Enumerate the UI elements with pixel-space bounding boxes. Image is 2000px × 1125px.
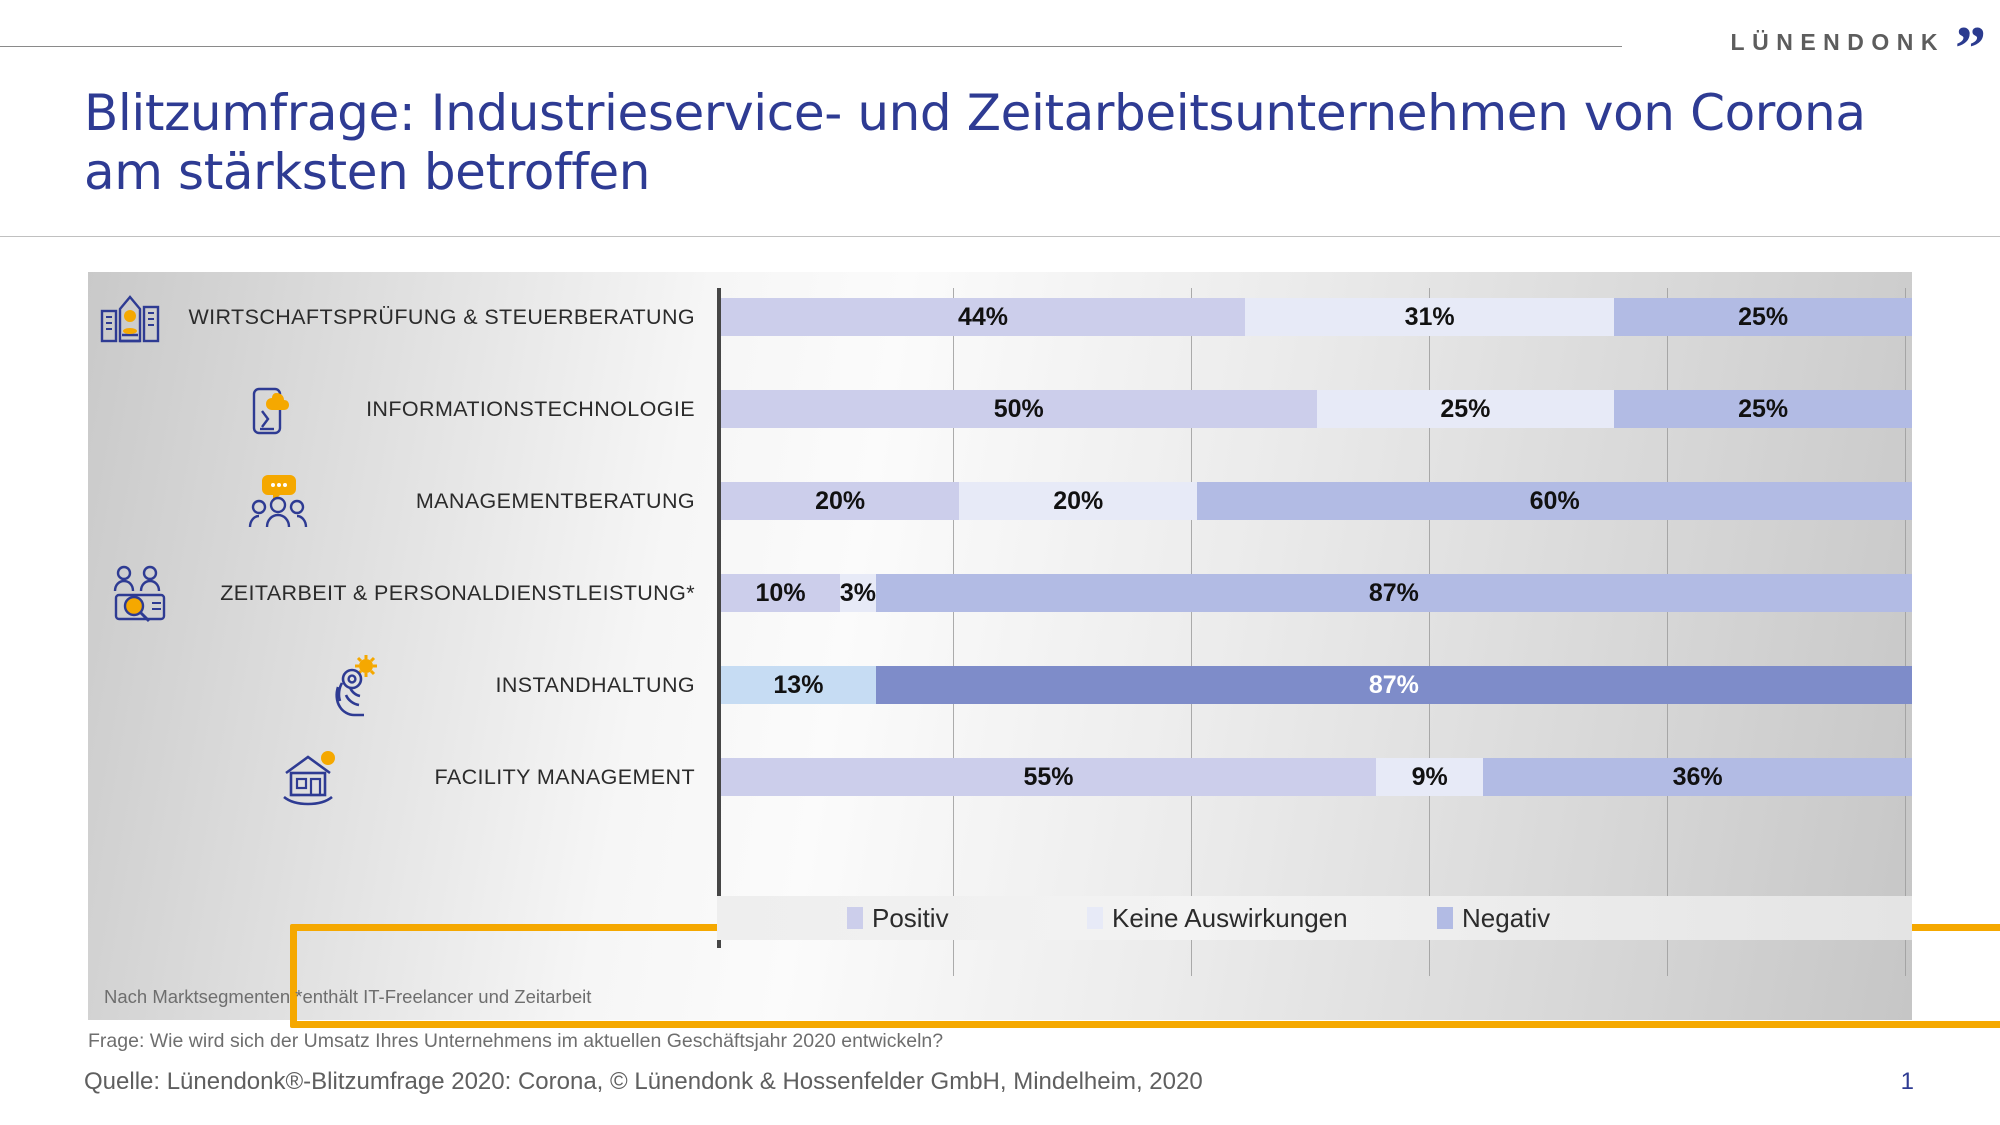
- bar-segment: 20%: [959, 482, 1198, 520]
- bar-track: 20% 20% 60%: [721, 472, 1912, 530]
- bar-track: 50% 25% 25%: [721, 380, 1912, 438]
- survey-question: Frage: Wie wird sich der Umsatz Ihres Un…: [88, 1030, 944, 1052]
- bar-segment: 25%: [1614, 298, 1912, 336]
- legend-swatch-icon: [1087, 907, 1103, 929]
- bar-value-label: 9%: [1411, 762, 1448, 791]
- row-label-zone: MANAGEMENTBERATUNG: [88, 472, 717, 530]
- chart-legend: Positiv Keine Auswirkungen Negativ: [717, 896, 1912, 940]
- bar-segment: 20%: [721, 482, 960, 520]
- chart-panel: WIRTSCHAFTSPRÜFUNG & STEUERBERATUNG 44% 31…: [88, 272, 2000, 1028]
- row-label: INSTANDHALTUNG: [495, 672, 695, 697]
- lunendonk-logo: LÜNENDONK ”: [1730, 15, 1986, 83]
- page-title: Blitzumfrage: Industrieservice- und Zeit…: [84, 84, 1866, 201]
- bar-value-label: 60%: [1529, 486, 1580, 515]
- bar-segment: 36%: [1483, 758, 1912, 796]
- legend-swatch-icon: [1437, 907, 1453, 929]
- legend-label: Negativ: [1462, 902, 1551, 933]
- chart-row: FACILITY MANAGEMENT 55% 9% 36%: [88, 748, 1912, 806]
- chart-row: ZEITARBEIT & PERSONALDIENSTLEISTUNG* 10% 3…: [88, 561, 1912, 625]
- gridline-80: [1667, 288, 1668, 976]
- bar-value-label: 25%: [1738, 394, 1789, 423]
- row-label: FACILITY MANAGEMENT: [434, 764, 695, 789]
- bank-building-icon: [98, 285, 162, 349]
- bar-value-label: 50%: [993, 394, 1044, 423]
- cloud-mobile-icon: [236, 377, 300, 441]
- people-search-icon: [108, 561, 172, 625]
- bar-segment: 50%: [721, 390, 1317, 428]
- bar-segment: 3%: [840, 574, 876, 612]
- bar-value-label: 25%: [1738, 302, 1789, 331]
- legend-swatch-icon: [847, 907, 863, 929]
- bar-segment: 87%: [875, 574, 1912, 612]
- page-number: 1: [1900, 1068, 1914, 1095]
- legend-label: Keine Auswirkungen: [1112, 902, 1348, 933]
- gridline-20: [953, 288, 954, 976]
- bar-segment: 25%: [1316, 390, 1615, 428]
- bar-segment: 60%: [1197, 482, 1912, 520]
- row-label: ZEITARBEIT & PERSONALDIENSTLEISTUNG*: [220, 580, 695, 605]
- bar-segment: 87%: [875, 666, 1912, 704]
- gridline-40: [1191, 288, 1192, 976]
- row-label: INFORMATIONSTECHNOLOGIE: [366, 396, 695, 421]
- bar-value-label: 20%: [815, 486, 866, 515]
- bar-value-label: 3%: [839, 578, 877, 607]
- bar-segment: 44%: [721, 298, 1246, 336]
- row-label-zone: FACILITY MANAGEMENT: [88, 748, 717, 806]
- bar-segment: 25%: [1614, 390, 1912, 428]
- bar-value-label: 36%: [1672, 762, 1723, 791]
- bar-segment: 55%: [721, 758, 1377, 796]
- bar-value-label: 25%: [1440, 394, 1491, 423]
- bar-segment: 9%: [1376, 758, 1484, 796]
- house-service-icon: [278, 745, 342, 809]
- row-label: MANAGEMENTBERATUNG: [415, 488, 695, 513]
- chart-row: MANAGEMENTBERATUNG 20% 20% 60%: [88, 472, 1912, 530]
- bar-value-label: 87%: [1368, 670, 1419, 699]
- gridline-100: [1905, 288, 1906, 976]
- bar-track: 13% 87%: [721, 656, 1912, 714]
- bar-segment: 10%: [721, 574, 841, 612]
- legend-item[interactable]: Keine Auswirkungen: [1087, 903, 1348, 934]
- legend-label: Positiv: [872, 902, 949, 933]
- row-label: WIRTSCHAFTSPRÜFUNG & STEUERBERATUNG: [188, 304, 695, 329]
- legend-item[interactable]: Negativ: [1437, 903, 1550, 934]
- title-divider: [0, 236, 2000, 237]
- source-line: Quelle: Lünendonk®-Blitzumfrage 2020: Co…: [84, 1068, 1203, 1095]
- bar-track: 44% 31% 25%: [721, 288, 1912, 346]
- logo-wordmark: LÜNENDONK: [1730, 28, 1945, 55]
- chart-row: INFORMATIONSTECHNOLOGIE 50% 25% 25%: [88, 380, 1912, 438]
- chart-rows: WIRTSCHAFTSPRÜFUNG & STEUERBERATUNG 44% 31…: [88, 272, 1912, 960]
- bar-value-label: 13%: [773, 670, 824, 699]
- bar-value-label: 31%: [1404, 302, 1455, 331]
- bar-track: 10% 3% 87%: [721, 564, 1912, 622]
- people-speech-icon: [246, 469, 310, 533]
- bar-value-label: 87%: [1368, 578, 1419, 607]
- bar-segment: 31%: [1245, 298, 1615, 336]
- row-label-zone: ZEITARBEIT & PERSONALDIENSTLEISTUNG*: [88, 561, 717, 625]
- bar-value-label: 20%: [1053, 486, 1104, 515]
- row-label-zone: INSTANDHALTUNG: [88, 653, 717, 717]
- y-axis-line: [717, 288, 721, 948]
- chart-row: INSTANDHALTUNG 13% 87%: [88, 653, 1912, 717]
- row-label-zone: INFORMATIONSTECHNOLOGIE: [88, 380, 717, 438]
- legend-item[interactable]: Positiv: [847, 903, 949, 934]
- bar-value-label: 10%: [755, 578, 806, 607]
- hand-gears-icon: [326, 653, 390, 717]
- panel-footnote: Nach Marktsegmenten *enthält IT-Freelanc…: [104, 986, 592, 1007]
- gridline-60: [1429, 288, 1430, 976]
- chart-row: WIRTSCHAFTSPRÜFUNG & STEUERBERATUNG 44% 31…: [88, 288, 1912, 346]
- bar-value-label: 44%: [957, 302, 1009, 331]
- bar-track: 55% 9% 36%: [721, 748, 1912, 806]
- row-label-zone: WIRTSCHAFTSPRÜFUNG & STEUERBERATUNG: [88, 288, 717, 346]
- header-divider: [0, 46, 1622, 47]
- quote-mark-icon: ”: [1955, 15, 1986, 83]
- bar-segment: 13%: [721, 666, 876, 704]
- bar-value-label: 55%: [1023, 762, 1074, 791]
